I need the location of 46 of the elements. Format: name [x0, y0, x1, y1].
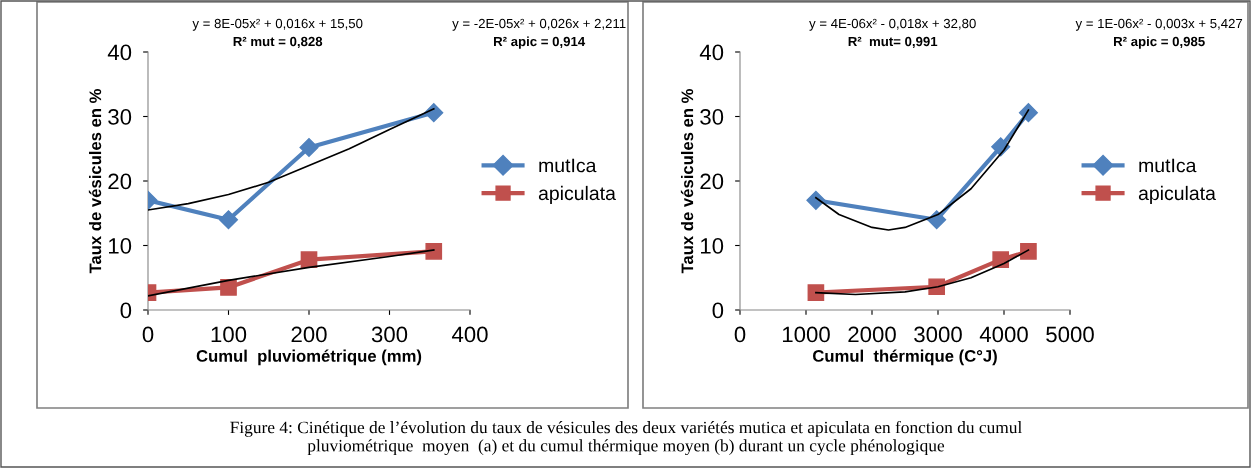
y-axis-title: Taux de vésicules en % — [88, 88, 102, 274]
point — [220, 279, 237, 296]
point — [807, 284, 825, 301]
caption: Figure 4: Cinétique de l’évolution du taux de vésicules des deux variétés mutica et apiculata en fonction du cumul pluviométrique moyen (a) et du cumul thérmique moyen (b) durant un cycle phénologique — [230, 420, 1022, 456]
y-tick-label: 30 — [108, 109, 132, 125]
point — [218, 210, 239, 230]
y-tick-label: 10 — [701, 238, 724, 254]
y-tick-label: 10 — [109, 238, 132, 254]
x-tick-label: 4000 — [979, 326, 1028, 343]
x-tick-label: 5000 — [1046, 326, 1094, 343]
x-axis-title: Cumul thérmique (C°J) — [813, 349, 997, 366]
text: y = 4E-06x² - 0,018x + 32,80 — [809, 18, 976, 31]
text: R² apic = 0,914 — [494, 36, 586, 49]
point — [300, 251, 318, 269]
x-tick-label: 1000 — [782, 326, 830, 343]
y-tick-label: 40 — [107, 44, 132, 61]
y-tick-label: 0 — [712, 302, 724, 319]
y-tick-label: 40 — [699, 44, 724, 61]
legend-label: apiculata — [538, 185, 616, 204]
legend-label: mutIca — [539, 158, 597, 173]
legend-label: mutIca — [1139, 158, 1197, 173]
x-tick-label: 200 — [291, 326, 327, 343]
x-tick-label: 0 — [734, 326, 746, 343]
point — [425, 242, 443, 260]
x-tick-label: 100 — [211, 326, 247, 343]
text: y = -2E-05x² + 0,026x + 2,211 — [452, 18, 626, 31]
y-tick-label: 0 — [120, 302, 132, 319]
x-axis-title: Cumul pluviométrique (mm) — [196, 349, 422, 366]
text: R² mut = 0,828 — [233, 36, 323, 49]
point — [806, 190, 826, 210]
point — [1020, 242, 1037, 260]
text: y = 1E-06x² - 0,003x + 5,427 — [1075, 18, 1243, 31]
x-tick-label: 400 — [451, 326, 488, 343]
text: R² apic = 0,985 — [1114, 36, 1205, 49]
x-tick-label: 3000 — [914, 326, 962, 343]
y-axis-title: Taux de vésicules en % — [680, 88, 694, 274]
text: R² mut= 0,991 — [848, 36, 938, 49]
text: y = 8E-05x² + 0,016x + 15,50 — [192, 18, 363, 31]
point — [299, 137, 319, 157]
x-tick-label: 0 — [142, 326, 154, 343]
y-tick-label: 30 — [700, 109, 724, 125]
x-tick-label: 300 — [371, 326, 408, 343]
y-tick-label: 20 — [700, 173, 724, 190]
legend-label: apiculata — [1138, 185, 1216, 204]
x-tick-label: 2000 — [848, 326, 896, 343]
y-tick-label: 20 — [108, 173, 132, 190]
